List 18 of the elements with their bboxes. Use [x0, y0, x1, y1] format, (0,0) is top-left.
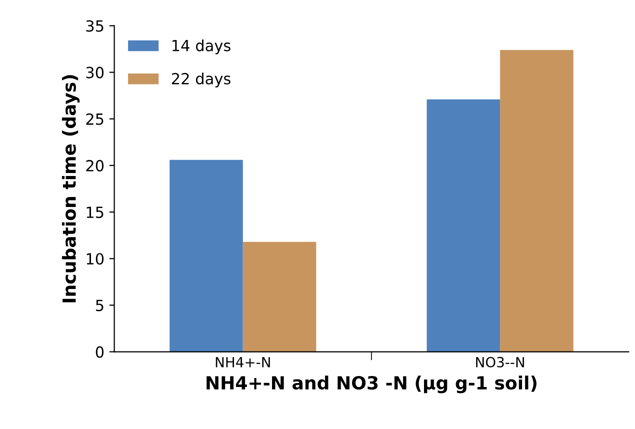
x-tick-label: NO3--N: [476, 356, 524, 368]
y-tick-label: 10: [86, 253, 104, 265]
y-tick-label: 25: [86, 113, 104, 125]
y-tick-label: 15: [86, 206, 104, 218]
bar: [500, 50, 574, 352]
legend-label: 22 days: [172, 72, 230, 88]
y-tick-label: 30: [86, 66, 104, 78]
bar: [170, 160, 243, 352]
bar: [242, 242, 316, 352]
legend-label: 14 days: [172, 39, 230, 54]
bar: [426, 99, 500, 352]
y-tick-label: 35: [86, 20, 104, 32]
x-tick-label: NH4+-N: [216, 357, 270, 368]
x-axis-title: NH4+-N and NO3 -N (µg g-1 soil): [206, 376, 536, 394]
y-tick-label: 0: [96, 346, 104, 358]
y-tick-label: 5: [96, 300, 104, 312]
y-tick-label: 20: [86, 160, 104, 172]
y-axis-title: Incubation time (days): [62, 75, 80, 302]
